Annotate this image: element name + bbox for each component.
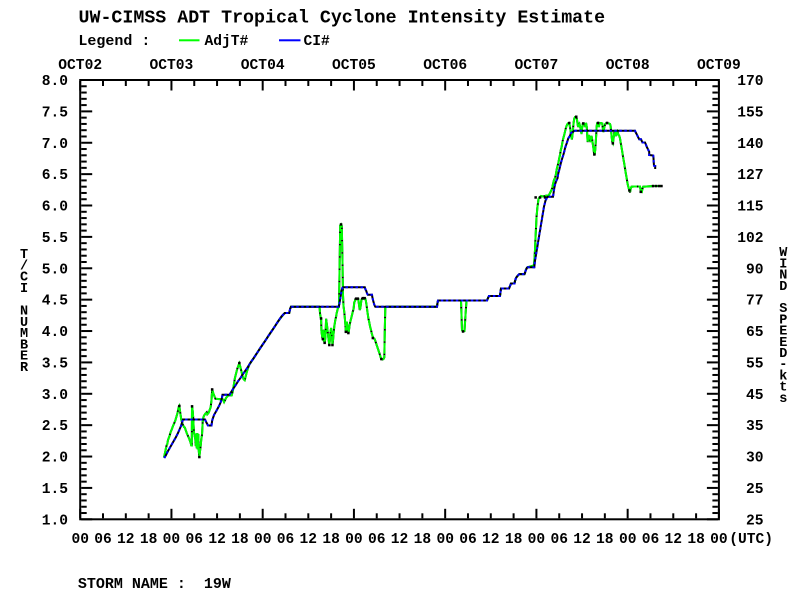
svg-text:06: 06 bbox=[642, 532, 660, 548]
svg-text:5.5: 5.5 bbox=[42, 231, 68, 247]
svg-text:12: 12 bbox=[208, 532, 226, 548]
svg-text:102: 102 bbox=[737, 231, 763, 247]
svg-text:140: 140 bbox=[737, 137, 763, 153]
svg-text:C: C bbox=[20, 271, 28, 286]
svg-text:12: 12 bbox=[573, 532, 591, 548]
svg-text:25: 25 bbox=[746, 513, 764, 529]
svg-text:12: 12 bbox=[665, 532, 683, 548]
svg-text:/: / bbox=[20, 259, 28, 274]
svg-text:3.5: 3.5 bbox=[42, 356, 68, 372]
svg-text:12: 12 bbox=[391, 532, 409, 548]
svg-text:00: 00 bbox=[163, 532, 181, 548]
svg-text:E: E bbox=[779, 336, 787, 351]
svg-text:3.0: 3.0 bbox=[42, 388, 68, 404]
svg-text:77: 77 bbox=[746, 294, 764, 310]
svg-text:5.0: 5.0 bbox=[42, 262, 68, 278]
svg-text:t: t bbox=[779, 381, 787, 396]
svg-text:06: 06 bbox=[368, 532, 386, 548]
svg-text:R: R bbox=[20, 361, 29, 376]
svg-text:127: 127 bbox=[737, 168, 763, 184]
svg-text:90: 90 bbox=[746, 262, 764, 278]
svg-text:OCT05: OCT05 bbox=[332, 58, 376, 74]
svg-text:CI#: CI# bbox=[304, 34, 331, 50]
svg-text:65: 65 bbox=[746, 325, 764, 341]
svg-text:S: S bbox=[779, 302, 787, 317]
svg-text:Legend :: Legend : bbox=[78, 33, 150, 50]
svg-text:00: 00 bbox=[528, 532, 546, 548]
svg-text:00: 00 bbox=[71, 532, 89, 548]
svg-text:06: 06 bbox=[277, 532, 295, 548]
svg-text:OCT02: OCT02 bbox=[58, 58, 102, 74]
svg-text:7.0: 7.0 bbox=[42, 137, 68, 153]
svg-text:06: 06 bbox=[459, 532, 477, 548]
svg-text:8.0: 8.0 bbox=[42, 74, 68, 90]
svg-text:18: 18 bbox=[505, 532, 523, 548]
svg-text:30: 30 bbox=[746, 451, 764, 467]
svg-text:00: 00 bbox=[436, 532, 454, 548]
svg-text:k: k bbox=[779, 369, 787, 384]
svg-text:I: I bbox=[20, 282, 28, 297]
svg-text:I: I bbox=[779, 257, 787, 272]
svg-text:06: 06 bbox=[186, 532, 204, 548]
svg-text:55: 55 bbox=[746, 356, 764, 372]
svg-text:00: 00 bbox=[710, 532, 728, 548]
svg-text:00: 00 bbox=[254, 532, 272, 548]
svg-text:35: 35 bbox=[746, 419, 764, 435]
svg-text:18: 18 bbox=[322, 532, 340, 548]
svg-text:6.5: 6.5 bbox=[42, 168, 68, 184]
svg-text:OCT03: OCT03 bbox=[150, 58, 194, 74]
svg-text:-: - bbox=[779, 358, 787, 373]
svg-text:OCT06: OCT06 bbox=[423, 58, 467, 74]
svg-text:18: 18 bbox=[687, 532, 705, 548]
svg-text:155: 155 bbox=[737, 105, 763, 121]
svg-text:45: 45 bbox=[746, 388, 764, 404]
svg-text:4.0: 4.0 bbox=[42, 325, 68, 341]
svg-text:4.5: 4.5 bbox=[42, 294, 68, 310]
svg-text:E: E bbox=[20, 350, 28, 365]
svg-text:OCT09: OCT09 bbox=[697, 58, 741, 74]
svg-text:T: T bbox=[20, 248, 28, 263]
svg-text:B: B bbox=[20, 338, 28, 353]
svg-text:W: W bbox=[779, 246, 788, 261]
svg-text:s: s bbox=[779, 392, 787, 407]
svg-text:D: D bbox=[779, 347, 787, 362]
svg-text:18: 18 bbox=[414, 532, 432, 548]
svg-text:E: E bbox=[779, 325, 787, 340]
svg-text:OCT08: OCT08 bbox=[606, 58, 650, 74]
svg-text:(UTC): (UTC) bbox=[729, 532, 773, 548]
svg-text:170: 170 bbox=[737, 74, 763, 90]
svg-text:6.0: 6.0 bbox=[42, 200, 68, 216]
svg-text:U: U bbox=[20, 316, 28, 331]
svg-text:1.5: 1.5 bbox=[42, 482, 68, 498]
svg-text:18: 18 bbox=[596, 532, 614, 548]
svg-text:OCT04: OCT04 bbox=[241, 58, 285, 74]
svg-text:UW-CIMSS ADT Tropical Cyclone: UW-CIMSS ADT Tropical Cyclone Intensity … bbox=[79, 8, 606, 28]
svg-text:M: M bbox=[20, 327, 28, 342]
svg-text:7.5: 7.5 bbox=[42, 105, 68, 121]
svg-text:06: 06 bbox=[550, 532, 568, 548]
svg-text:P: P bbox=[779, 313, 787, 328]
svg-text:00: 00 bbox=[345, 532, 363, 548]
svg-text:25: 25 bbox=[746, 482, 764, 498]
svg-text:12: 12 bbox=[482, 532, 500, 548]
svg-text:00: 00 bbox=[619, 532, 637, 548]
svg-text:115: 115 bbox=[737, 200, 763, 216]
svg-text:06: 06 bbox=[94, 532, 112, 548]
svg-text:12: 12 bbox=[117, 532, 135, 548]
svg-text:18: 18 bbox=[231, 532, 249, 548]
svg-text:1.0: 1.0 bbox=[42, 513, 68, 529]
svg-text:12: 12 bbox=[300, 532, 318, 548]
svg-text:18: 18 bbox=[140, 532, 158, 548]
svg-text:N: N bbox=[20, 305, 28, 320]
svg-text:N: N bbox=[779, 269, 787, 284]
svg-text:2.0: 2.0 bbox=[42, 451, 68, 467]
svg-text:2.5: 2.5 bbox=[42, 419, 68, 435]
svg-text:OCT07: OCT07 bbox=[515, 58, 559, 74]
svg-text:D: D bbox=[779, 280, 787, 295]
svg-text:AdjT#: AdjT# bbox=[205, 34, 249, 50]
svg-text:STORM NAME : 19W: STORM NAME : 19W bbox=[78, 576, 231, 593]
